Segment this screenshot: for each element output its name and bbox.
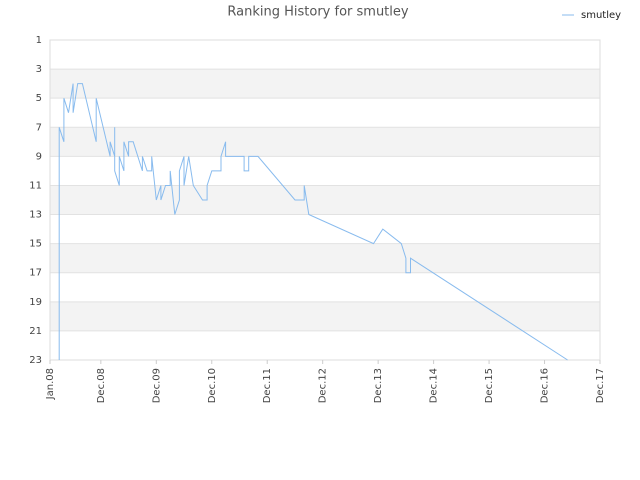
x-tick-label: Dec.13 <box>373 368 384 403</box>
y-tick-label: 19 <box>29 297 42 308</box>
band <box>50 301 600 331</box>
legend-label: smutley <box>581 10 621 21</box>
y-tick-label: 5 <box>36 93 42 104</box>
band <box>50 185 600 215</box>
x-tick-label: Dec.11 <box>262 368 273 403</box>
x-tick-label: Dec.09 <box>151 368 162 403</box>
x-tick-label: Dec.08 <box>96 368 107 403</box>
x-tick-label: Dec.15 <box>484 368 495 403</box>
band <box>50 127 600 157</box>
x-tick-label: Jan.08 <box>45 368 56 400</box>
band <box>50 69 600 99</box>
y-tick-label: 15 <box>29 239 42 250</box>
series-line <box>58 83 568 361</box>
x-tick-label: Dec.16 <box>540 368 551 403</box>
chart-title: Ranking History for smutley <box>227 5 408 20</box>
y-tick-label: 11 <box>29 180 42 191</box>
band <box>50 243 600 273</box>
x-tick-label: Dec.14 <box>429 368 440 403</box>
x-tick-label: Dec.12 <box>318 368 329 403</box>
y-tick-label: 9 <box>36 151 42 162</box>
y-tick-label: 17 <box>29 268 42 279</box>
x-tick-label: Dec.10 <box>207 368 218 403</box>
plot-border <box>49 39 601 361</box>
y-tick-label: 23 <box>29 355 42 366</box>
y-tick-label: 7 <box>36 122 42 133</box>
y-tick-label: 13 <box>29 210 42 221</box>
y-tick-label: 1 <box>36 35 42 46</box>
y-tick-label: 21 <box>29 326 42 337</box>
x-tick-label: Dec.17 <box>595 368 606 403</box>
y-tick-label: 3 <box>36 64 42 75</box>
